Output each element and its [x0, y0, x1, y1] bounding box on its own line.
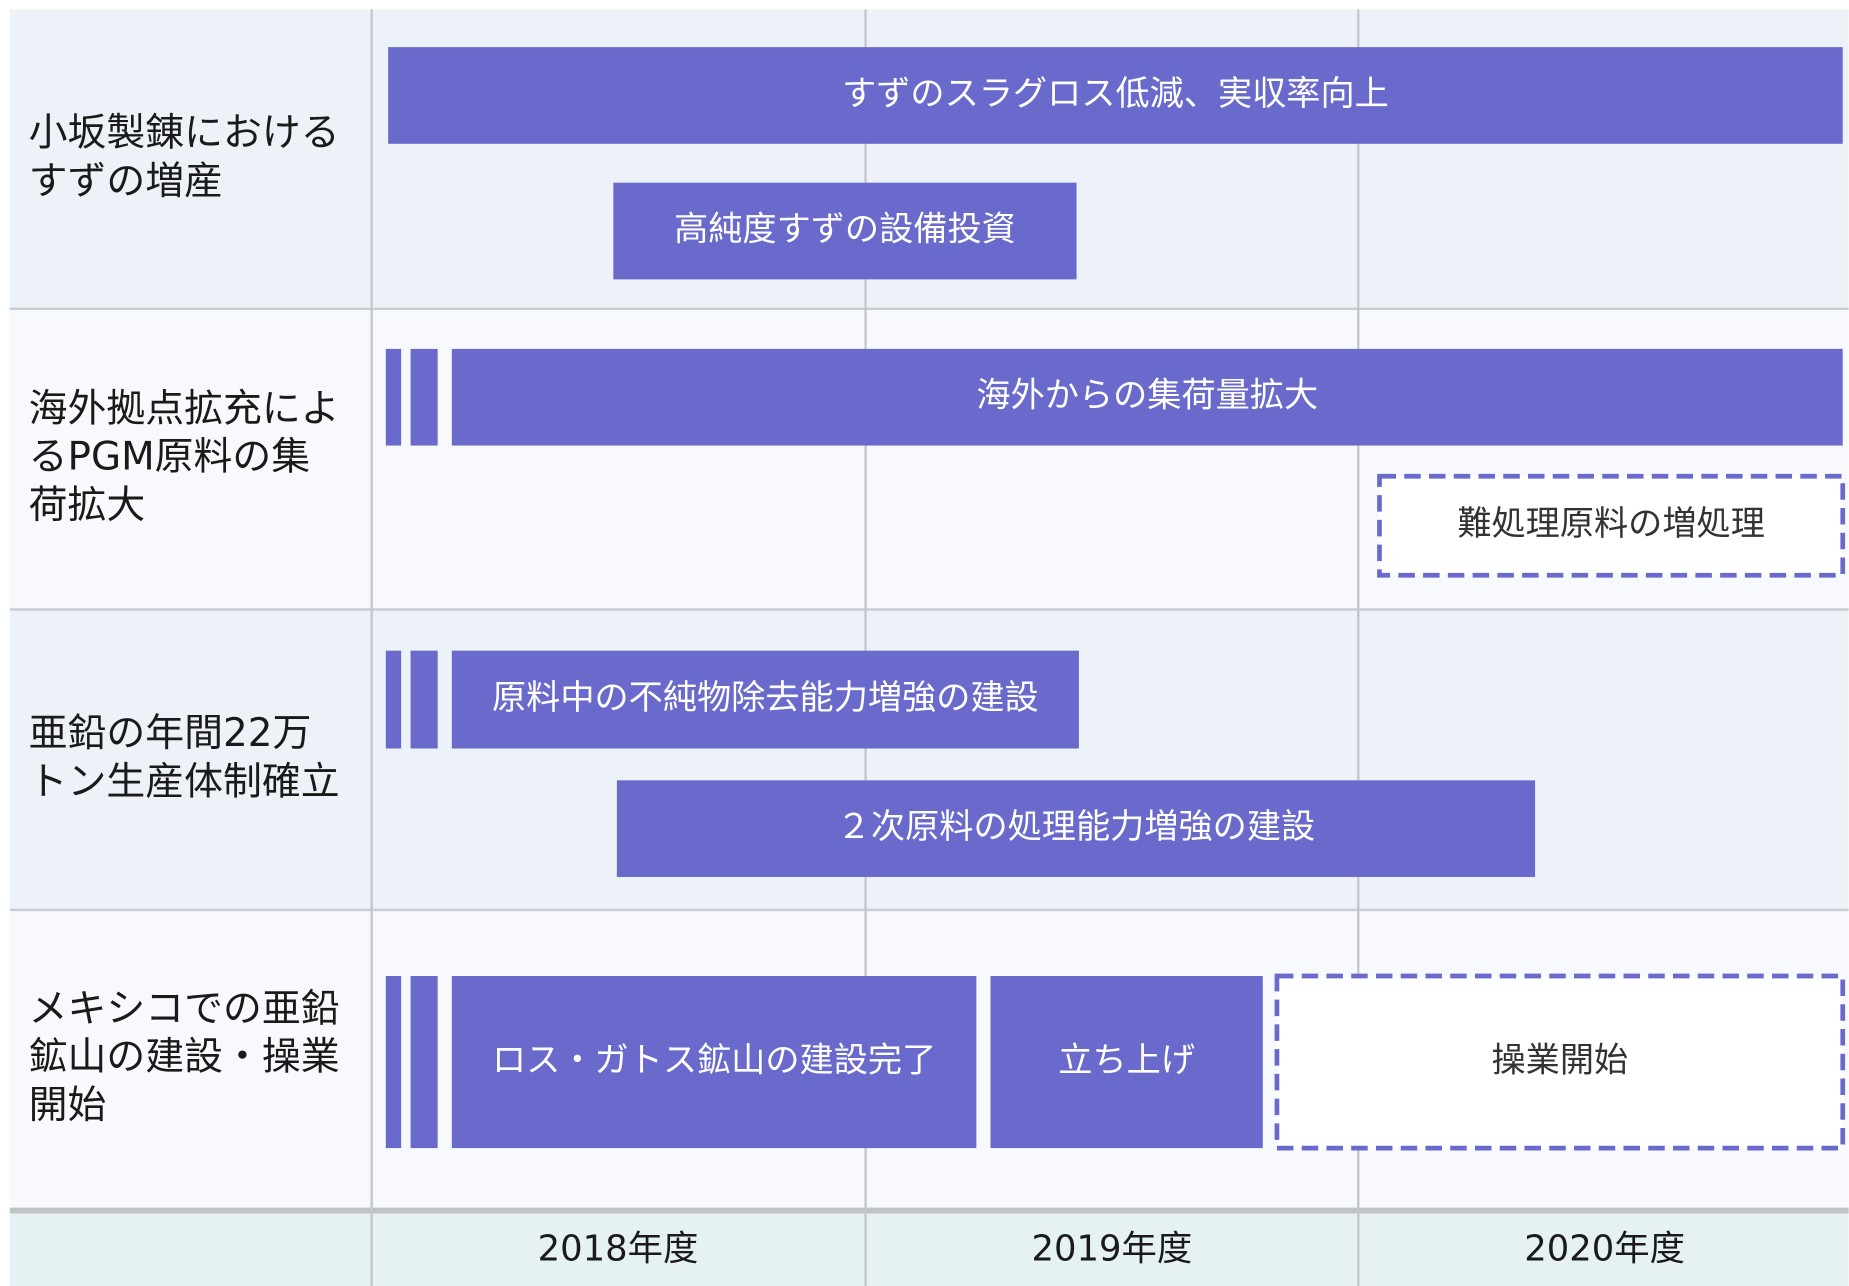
task-label: 海外からの集荷量拡大 [976, 376, 1318, 416]
continuation-bar [385, 348, 402, 446]
task-label: 難処理原料の増処理 [1457, 504, 1765, 544]
row-label: 開始 [29, 1083, 107, 1128]
row-label: すずの増産 [29, 159, 223, 204]
row-label: メキシコでの亜鉛 [29, 986, 340, 1031]
row-label: るPGM原料の集 [29, 435, 310, 480]
year-label: 2020年度 [1524, 1229, 1685, 1270]
year-label: 2019年度 [1032, 1229, 1193, 1270]
task-label: すずのスラグロス低減、実収率向上 [842, 74, 1389, 114]
task-bar [388, 47, 1843, 144]
planned-task [1377, 473, 1846, 578]
task-label: 立ち上げ [1058, 1041, 1195, 1081]
planned-task [1274, 973, 1846, 1151]
task-bar [451, 650, 1079, 749]
task-bar [451, 348, 1843, 446]
continuation-bar [385, 650, 402, 749]
continuation-bar [385, 975, 402, 1149]
continuation-bar [410, 975, 438, 1149]
row-label: 荷拡大 [29, 483, 146, 528]
task-label: 操業開始 [1491, 1041, 1628, 1081]
task-label: 高純度すずの設備投資 [674, 210, 1016, 250]
year-label: 2018年度 [538, 1229, 699, 1270]
row-label: 小坂製錬における [29, 110, 340, 155]
row-label: 鉱山の建設・操業 [29, 1035, 340, 1080]
row-label: 海外拠点拡充によ [29, 386, 340, 431]
task-bar [451, 975, 977, 1149]
task-bar [990, 975, 1263, 1149]
task-label: ２次原料の処理能力増強の建設 [837, 807, 1315, 847]
row-label: トン生産体制確立 [29, 759, 340, 804]
footer-band [9, 1208, 1849, 1286]
continuation-bar [410, 650, 438, 749]
task-bar [616, 780, 1536, 877]
task-label: ロス・ガトス鉱山の建設完了 [492, 1041, 936, 1081]
task-bar [613, 182, 1077, 280]
task-label: 原料中の不純物除去能力増強の建設 [492, 678, 1039, 718]
row-label: 亜鉛の年間22万 [29, 711, 312, 756]
continuation-bar [410, 348, 438, 446]
